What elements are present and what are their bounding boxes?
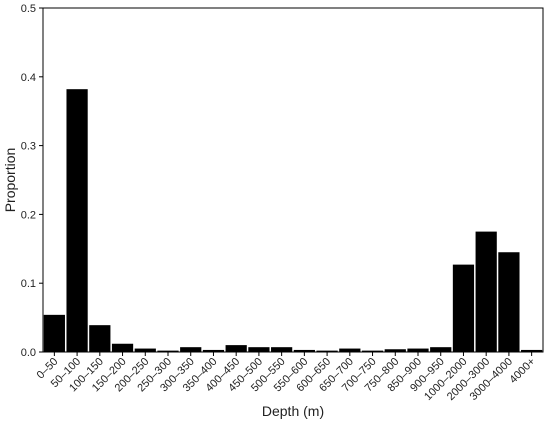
y-tick-label: 0.4 — [21, 72, 36, 84]
x-axis-ticks: 0–5050–100100–150150–200200–250250–30030… — [35, 352, 538, 403]
bar — [361, 350, 384, 352]
bar — [271, 347, 293, 352]
y-tick-label: 0.5 — [21, 3, 36, 15]
bar — [111, 343, 134, 352]
bar — [225, 345, 247, 352]
bar — [521, 349, 543, 352]
bar — [407, 348, 429, 352]
y-tick-label: 0.1 — [21, 278, 36, 290]
bar — [430, 347, 452, 352]
x-tick-label: 4000+ — [507, 356, 537, 386]
bar — [293, 349, 315, 352]
bar — [202, 349, 225, 352]
bars — [43, 89, 543, 353]
bar — [316, 350, 338, 352]
bar — [248, 347, 270, 352]
bar — [475, 231, 497, 352]
bar — [43, 314, 65, 352]
bar — [498, 252, 520, 352]
bar — [134, 348, 156, 352]
bar — [384, 349, 406, 352]
bar — [157, 350, 179, 352]
bar — [339, 348, 361, 352]
y-tick-label: 0.3 — [21, 141, 36, 153]
y-tick-label: 0.2 — [21, 209, 36, 221]
y-axis-ticks: 0.0 0.1 0.2 0.3 0.4 0.5 — [21, 3, 43, 359]
bar — [452, 264, 475, 352]
bar — [180, 347, 202, 352]
bar — [89, 325, 111, 352]
y-axis-title: Proportion — [2, 148, 18, 213]
y-tick-label: 0.0 — [21, 347, 36, 359]
x-axis-title: Depth (m) — [262, 403, 324, 419]
bar — [66, 89, 88, 353]
plot-frame — [42, 7, 544, 353]
